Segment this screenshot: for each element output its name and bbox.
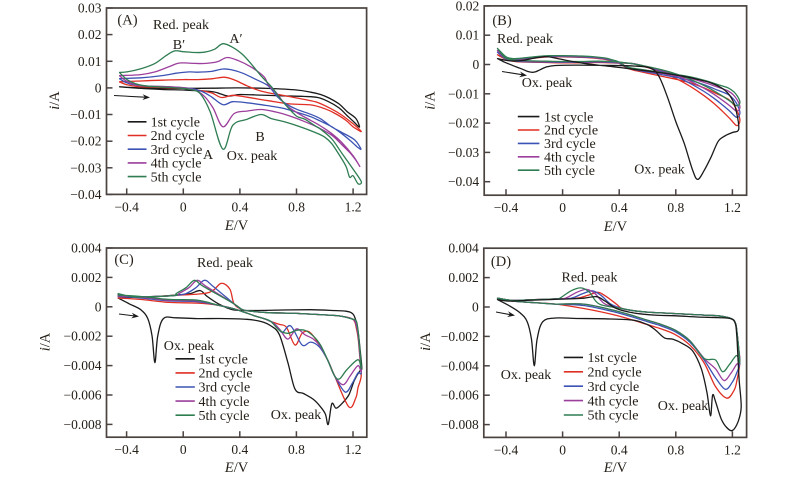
svg-text:0.01: 0.01 xyxy=(456,28,480,43)
svg-text:E/V: E/V xyxy=(603,219,628,235)
svg-text:1.2: 1.2 xyxy=(345,442,362,457)
svg-text:1st cycle: 1st cycle xyxy=(544,110,593,125)
svg-text:0.8: 0.8 xyxy=(288,199,305,214)
svg-text:−0.006: −0.006 xyxy=(64,388,102,403)
svg-text:Red. peak: Red. peak xyxy=(562,271,618,286)
svg-text:4th cycle: 4th cycle xyxy=(544,151,595,166)
svg-text:E/V: E/V xyxy=(603,460,628,476)
svg-text:0.004: 0.004 xyxy=(71,241,102,256)
svg-text:2nd cycle: 2nd cycle xyxy=(151,129,205,144)
svg-text:0: 0 xyxy=(180,199,187,214)
svg-text:3rd cycle: 3rd cycle xyxy=(151,143,203,158)
svg-text:0.02: 0.02 xyxy=(78,27,102,42)
svg-text:0: 0 xyxy=(95,80,102,95)
svg-text:−0.008: −0.008 xyxy=(441,417,479,432)
svg-text:0.4: 0.4 xyxy=(231,442,248,457)
svg-text:0.004: 0.004 xyxy=(448,241,479,256)
svg-text:−0.01: −0.01 xyxy=(70,107,101,122)
svg-text:4th cycle: 4th cycle xyxy=(199,395,250,410)
svg-text:−0.002: −0.002 xyxy=(441,329,479,344)
svg-text:3rd cycle: 3rd cycle xyxy=(544,137,596,152)
svg-text:−0.4: −0.4 xyxy=(494,200,519,215)
svg-text:0.02: 0.02 xyxy=(456,0,480,13)
svg-text:4th cycle: 4th cycle xyxy=(588,394,639,409)
svg-text:0.002: 0.002 xyxy=(448,270,478,285)
svg-text:5th cycle: 5th cycle xyxy=(544,164,595,179)
svg-text:−0.002: −0.002 xyxy=(64,329,102,344)
svg-text:2nd cycle: 2nd cycle xyxy=(199,367,253,382)
svg-text:Ox. peak: Ox. peak xyxy=(501,368,552,383)
svg-text:1.2: 1.2 xyxy=(345,199,362,214)
svg-text:Ox. peak: Ox. peak xyxy=(522,76,573,91)
svg-text:Ox. peak: Ox. peak xyxy=(227,149,278,164)
svg-text:0: 0 xyxy=(472,300,479,315)
svg-text:−0.03: −0.03 xyxy=(70,160,101,175)
svg-text:−0.04: −0.04 xyxy=(70,187,101,202)
svg-text:−0.02: −0.02 xyxy=(448,116,479,131)
svg-text:(B): (B) xyxy=(492,13,512,29)
svg-text:5th cycle: 5th cycle xyxy=(199,409,250,424)
svg-text:1.2: 1.2 xyxy=(724,200,741,215)
svg-text:E/V: E/V xyxy=(224,218,249,234)
svg-text:A′: A′ xyxy=(229,32,242,47)
svg-text:(D): (D) xyxy=(491,254,511,270)
svg-text:3rd cycle: 3rd cycle xyxy=(588,380,640,395)
svg-text:−0.008: −0.008 xyxy=(64,417,102,432)
svg-text:3rd cycle: 3rd cycle xyxy=(199,381,251,396)
svg-text:−0.4: −0.4 xyxy=(114,442,139,457)
svg-text:Red. peak: Red. peak xyxy=(153,18,209,33)
svg-text:E/V: E/V xyxy=(224,460,249,476)
svg-text:0.8: 0.8 xyxy=(667,200,684,215)
svg-text:Ox. peak: Ox. peak xyxy=(271,408,322,423)
svg-text:−0.01: −0.01 xyxy=(448,86,479,101)
svg-text:−0.004: −0.004 xyxy=(441,358,479,373)
svg-text:−0.004: −0.004 xyxy=(64,358,102,373)
svg-text:0.4: 0.4 xyxy=(231,199,248,214)
svg-text:−0.02: −0.02 xyxy=(70,134,101,149)
svg-text:0.4: 0.4 xyxy=(611,442,628,457)
svg-text:0.01: 0.01 xyxy=(78,54,102,69)
svg-text:−0.04: −0.04 xyxy=(448,174,479,189)
svg-text:−0.4: −0.4 xyxy=(494,442,519,457)
svg-text:0: 0 xyxy=(559,442,566,457)
svg-text:1.2: 1.2 xyxy=(724,442,741,457)
svg-text:5th cycle: 5th cycle xyxy=(151,170,202,185)
svg-text:−0.006: −0.006 xyxy=(441,388,479,403)
svg-text:−0.03: −0.03 xyxy=(448,145,479,160)
svg-text:0.8: 0.8 xyxy=(288,442,305,457)
svg-text:0: 0 xyxy=(95,299,102,314)
svg-text:(C): (C) xyxy=(114,252,134,268)
svg-text:A: A xyxy=(203,148,214,163)
svg-text:Ox. peak: Ox. peak xyxy=(634,163,685,178)
svg-text:Ox. peak: Ox. peak xyxy=(164,339,215,354)
svg-text:i/A: i/A xyxy=(47,91,63,110)
svg-text:i/A: i/A xyxy=(37,332,53,351)
svg-text:0.002: 0.002 xyxy=(71,270,101,285)
svg-text:0: 0 xyxy=(180,442,187,457)
svg-text:1st cycle: 1st cycle xyxy=(588,351,637,366)
svg-text:(A): (A) xyxy=(117,13,137,29)
svg-text:0: 0 xyxy=(559,200,566,215)
svg-text:B: B xyxy=(255,130,264,145)
svg-text:i/A: i/A xyxy=(422,91,438,110)
svg-text:Red. peak: Red. peak xyxy=(197,256,253,271)
svg-text:B′: B′ xyxy=(173,38,185,53)
svg-text:5th cycle: 5th cycle xyxy=(588,409,639,424)
svg-text:1st cycle: 1st cycle xyxy=(151,116,200,131)
svg-text:0.4: 0.4 xyxy=(611,200,628,215)
svg-text:4th cycle: 4th cycle xyxy=(151,157,202,172)
svg-text:i/A: i/A xyxy=(418,332,434,351)
svg-text:1st cycle: 1st cycle xyxy=(199,353,248,368)
svg-text:0.03: 0.03 xyxy=(78,1,102,16)
svg-text:0: 0 xyxy=(472,57,479,72)
svg-text:−0.4: −0.4 xyxy=(114,199,139,214)
svg-text:Red. peak: Red. peak xyxy=(497,32,553,47)
svg-text:2nd cycle: 2nd cycle xyxy=(544,124,598,139)
svg-text:Ox. peak: Ox. peak xyxy=(658,399,709,414)
svg-text:2nd cycle: 2nd cycle xyxy=(588,366,642,381)
svg-text:0.8: 0.8 xyxy=(667,442,684,457)
